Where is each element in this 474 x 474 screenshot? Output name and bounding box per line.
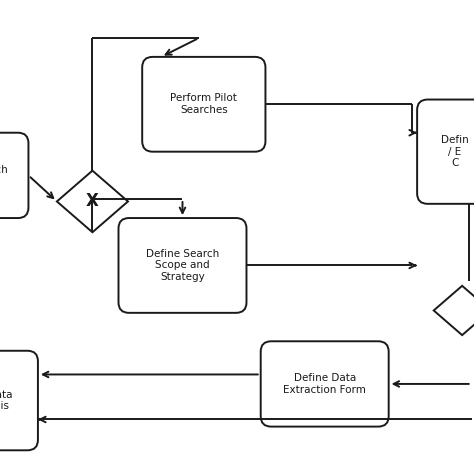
Text: Define Search
Scope and
Strategy: Define Search Scope and Strategy	[146, 249, 219, 282]
Polygon shape	[434, 286, 474, 335]
FancyBboxPatch shape	[118, 218, 246, 313]
Polygon shape	[57, 171, 128, 232]
Text: search
ons: search ons	[0, 164, 8, 186]
Text: Define Data
Extraction Form: Define Data Extraction Form	[283, 373, 366, 395]
FancyBboxPatch shape	[417, 100, 474, 204]
Text: Defin
/ E
C: Defin / E C	[441, 135, 469, 168]
Text: X: X	[86, 192, 99, 210]
FancyBboxPatch shape	[261, 341, 389, 427]
Text: Perform Pilot
Searches: Perform Pilot Searches	[170, 93, 237, 115]
FancyBboxPatch shape	[0, 351, 38, 450]
FancyBboxPatch shape	[0, 133, 28, 218]
FancyBboxPatch shape	[142, 57, 265, 152]
Text: e Data
nesis: e Data nesis	[0, 390, 12, 411]
